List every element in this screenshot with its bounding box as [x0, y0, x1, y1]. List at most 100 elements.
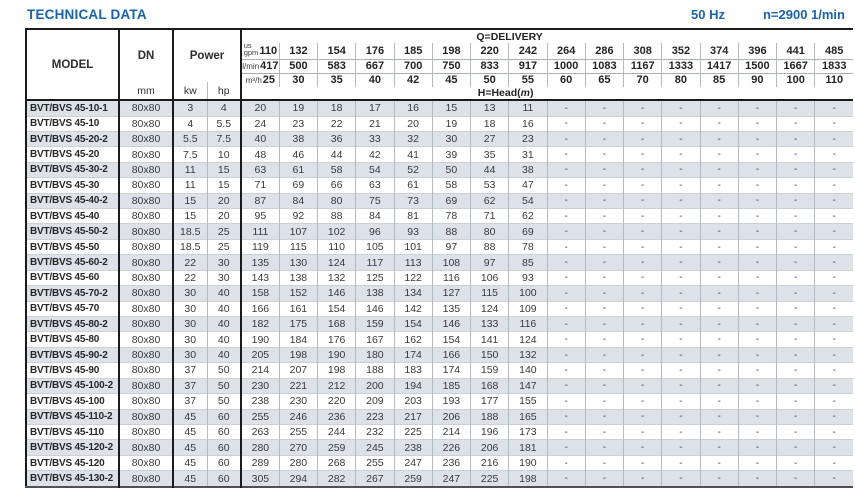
head-cell-empty: - — [661, 377, 701, 394]
delivery-header-value: 1833 — [814, 58, 854, 73]
head-value-cell: 81 — [393, 208, 433, 224]
head-cell-empty: - — [699, 285, 739, 302]
head-cell-empty: - — [546, 238, 586, 255]
head-cell-empty: - — [584, 470, 624, 487]
power-hp-cell: 60 — [206, 454, 243, 471]
head-cell-empty: - — [584, 423, 624, 440]
head-value-cell: 35 — [470, 146, 509, 163]
delivery-header-value: 50 — [470, 72, 509, 87]
dn-cell: 80x80 — [119, 161, 174, 178]
power-hp-cell: 25 — [206, 238, 243, 255]
head-value-cell: 154 — [393, 315, 433, 332]
head-value-cell: 42 — [355, 146, 395, 163]
power-kw-cell: 30 — [173, 300, 207, 317]
head-cell-empty: - — [623, 254, 662, 271]
head-value-cell: 220 — [317, 393, 356, 410]
operating-conditions: 50 Hz n=2900 1/min — [653, 7, 845, 22]
head-cell-empty: - — [661, 362, 701, 379]
head-cell-empty: - — [737, 439, 777, 456]
power-hp-cell: 50 — [206, 393, 243, 410]
table-row: BVT/BVS 45-120-2 80x80 45 60 280 270 259 245 238… — [26, 439, 854, 456]
head-cell-empty: - — [699, 161, 739, 178]
head-value-cell: 190 — [241, 331, 280, 348]
head-cell-empty: - — [814, 331, 854, 348]
head-value-cell: 32 — [393, 130, 433, 147]
head-cell-empty: - — [661, 439, 701, 456]
delivery-header-value: 700 — [393, 58, 433, 73]
head-value-cell: 22 — [317, 115, 356, 132]
head-value-cell: 185 — [431, 377, 471, 394]
head-value-cell: 166 — [431, 346, 471, 363]
head-value-cell: 168 — [470, 377, 509, 394]
delivery-header-value: 185 — [393, 43, 433, 59]
delivery-header-value: 85 — [699, 72, 739, 87]
head-value-cell: 247 — [393, 454, 433, 471]
delivery-header-value: 583 — [317, 58, 356, 73]
head-value-cell: 146 — [317, 285, 356, 302]
head-value-cell: 194 — [393, 377, 433, 394]
lmin-header-cell: l/min417 — [241, 58, 280, 73]
head-value-cell: 143 — [241, 269, 280, 286]
head-cell-empty: - — [584, 254, 624, 271]
head-value-cell: 23 — [508, 130, 548, 147]
head-value-cell: 175 — [278, 315, 318, 332]
head-cell-empty: - — [737, 315, 777, 332]
power-hp-cell: 60 — [206, 423, 243, 440]
head-value-cell: 75 — [355, 192, 395, 209]
head-value-cell: 96 — [355, 223, 395, 240]
head-cell-empty: - — [814, 362, 854, 379]
head-cell-empty: - — [546, 269, 586, 286]
head-cell-empty: - — [623, 208, 662, 224]
head-cell-empty: - — [584, 99, 624, 117]
head-value-cell: 48 — [241, 146, 280, 163]
model-cell: BVT/BVS 45-30 — [26, 177, 120, 194]
head-value-cell: 69 — [431, 192, 471, 209]
head-cell-empty: - — [584, 331, 624, 348]
head-value-cell: 63 — [355, 177, 395, 194]
dn-cell: 80x80 — [119, 408, 174, 425]
head-cell-empty: - — [737, 331, 777, 348]
head-value-cell: 146 — [355, 300, 395, 317]
dn-column-header: DN mm — [119, 29, 174, 101]
head-cell-empty: - — [776, 269, 815, 286]
power-hp-cell: 20 — [206, 192, 243, 209]
power-kw-cell: 30 — [173, 331, 207, 348]
head-value-cell: 245 — [355, 439, 395, 456]
table-row: BVT/BVS 45-10-1 80x80 3 4 20 19 18 17 16 15 13 11- -… — [26, 99, 854, 117]
model-cell: BVT/BVS 45-50 — [26, 238, 120, 255]
dn-label: DN — [137, 50, 155, 62]
head-value-cell: 221 — [278, 377, 318, 394]
head-value-cell: 119 — [241, 238, 280, 255]
delivery-header-value: 70 — [623, 72, 662, 87]
head-value-cell: 62 — [508, 208, 548, 224]
head-value-cell: 190 — [317, 346, 356, 363]
head-cell-empty: - — [661, 130, 701, 147]
power-hp-cell: 40 — [206, 331, 243, 348]
head-cell-empty: - — [814, 269, 854, 286]
head-cell-empty: - — [699, 192, 739, 209]
power-kw-cell: 4 — [173, 115, 207, 132]
head-value-cell: 21 — [355, 115, 395, 132]
model-cell: BVT/BVS 45-60-2 — [26, 254, 120, 271]
head-cell-empty: - — [699, 130, 739, 147]
head-cell-empty: - — [814, 346, 854, 363]
model-cell: BVT/BVS 45-110 — [26, 423, 120, 440]
delivery-header-value: 60 — [546, 72, 586, 87]
head-value-cell: 166 — [241, 300, 280, 317]
head-value-cell: 17 — [355, 99, 395, 117]
head-cell-empty: - — [623, 439, 662, 456]
power-kw-cell: 37 — [173, 377, 207, 394]
head-value-cell: 138 — [355, 285, 395, 302]
head-cell-empty: - — [546, 192, 586, 209]
head-cell-empty: - — [814, 470, 854, 487]
power-hp-cell: 60 — [206, 439, 243, 456]
head-cell-empty: - — [814, 315, 854, 332]
table-row: BVT/BVS 45-20-2 80x80 5.5 7.5 40 38 36 33 32 30 27… — [26, 130, 854, 147]
power-hp-cell: 40 — [206, 300, 243, 317]
head-value-cell: 100 — [508, 285, 548, 302]
head-cell-empty: - — [546, 346, 586, 363]
head-value-cell: 154 — [431, 331, 471, 348]
frequency-label: 50 Hz — [691, 7, 725, 22]
head-cell-empty: - — [623, 346, 662, 363]
head-cell-empty: - — [546, 208, 586, 224]
